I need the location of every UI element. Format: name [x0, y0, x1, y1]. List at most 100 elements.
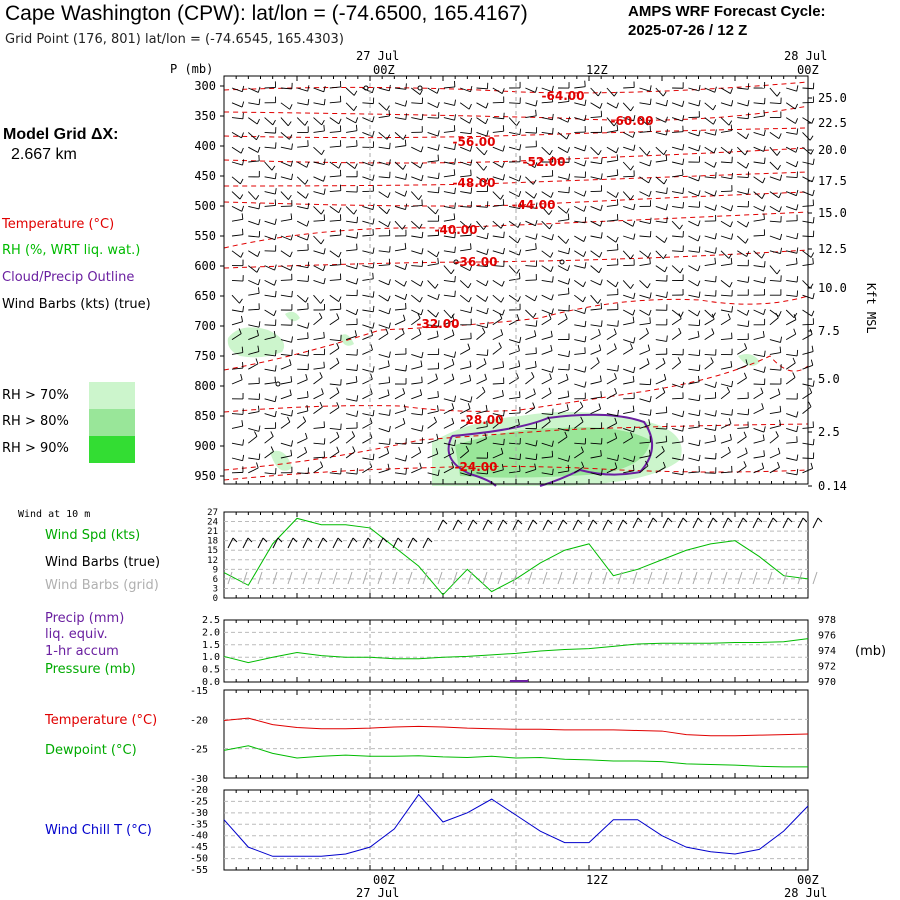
surface-wind-barb: [412, 537, 418, 543]
wind-barb-flag: [583, 205, 587, 212]
wind-barb-flag: [632, 464, 635, 471]
wind-barb: [443, 218, 455, 222]
wind-barb: [590, 176, 602, 180]
wind-barb: [574, 235, 585, 242]
wind-barb-flag: [372, 130, 375, 137]
wind-barb: [753, 279, 765, 284]
rh80-swatch: [89, 409, 135, 436]
precip-tick-label: 2.5: [202, 615, 220, 626]
wind-barb-flag: [534, 360, 537, 368]
wind-barb-flag: [435, 373, 438, 380]
wind-barb: [639, 146, 648, 156]
pressure-tick-label: 600: [194, 259, 216, 273]
wind-barb-flag: [747, 188, 750, 195]
wind-barb: [720, 338, 732, 341]
wind-barb-flag: [761, 403, 764, 409]
wind-barb: [280, 132, 290, 140]
wind-barb: [476, 117, 486, 125]
wind-barb: [639, 465, 649, 474]
wind-barb-flag: [338, 118, 342, 125]
surface-wind-barb: [652, 517, 658, 523]
wind-barb: [704, 205, 716, 211]
bottom-date-left: 27 Jul: [356, 886, 400, 900]
wind-barb: [460, 338, 472, 341]
wind-barb: [737, 348, 747, 355]
wind-barb-flag: [320, 461, 324, 467]
wind-barb-flag: [796, 349, 799, 356]
wind-barb: [329, 318, 340, 326]
wind-barb: [492, 161, 503, 168]
wind-barb-flag: [648, 190, 652, 197]
wind-barb-flag: [307, 391, 309, 398]
kft-tick-label: 10.0: [818, 281, 847, 295]
wind-barb-flag: [649, 160, 652, 167]
surface-wind-barb: [587, 519, 594, 531]
wind-barb: [769, 161, 779, 171]
wind-barb-flag: [662, 387, 666, 393]
wind-barb: [378, 413, 390, 416]
wind-barb: [264, 146, 276, 149]
wind-barb-flag: [323, 188, 326, 195]
wind-barb: [639, 363, 650, 370]
wind-barb: [786, 427, 797, 433]
grid-wind-barb: [302, 571, 308, 585]
wind-barb-flag: [599, 220, 603, 227]
wind-barb: [785, 362, 796, 370]
wind-barb-flag: [421, 376, 423, 383]
wind-barb-flag: [747, 276, 750, 283]
wind-barb-flag: [598, 403, 602, 410]
wind-barb-flag: [599, 102, 603, 109]
wind-barb-flag: [404, 190, 408, 197]
wind-barb-flag: [698, 409, 701, 416]
wind-barb-flag: [567, 287, 570, 294]
wind-barb: [753, 467, 764, 474]
grid-wind-barb: [707, 571, 713, 585]
wind-barb: [231, 321, 243, 326]
wind-barb: [574, 309, 585, 315]
wind-barb: [720, 250, 730, 259]
wind-barb: [443, 130, 455, 133]
wind-barb: [639, 176, 649, 184]
wind-barb: [476, 410, 488, 415]
wind-barb: [313, 250, 325, 255]
wind-barb-flag: [241, 85, 245, 92]
wind-barb: [443, 294, 455, 298]
wind-barb-flag: [599, 375, 602, 382]
wind-barb-flag: [355, 309, 359, 315]
wind-barb: [769, 368, 781, 371]
wind-barb: [688, 280, 699, 287]
wind-barb: [574, 421, 584, 429]
wind-barb-flag: [515, 372, 519, 379]
wind-barb-flag: [551, 85, 554, 92]
wind-barb: [525, 102, 537, 107]
wind-barb: [704, 131, 716, 136]
wind-barb: [443, 250, 455, 254]
wind-barb: [786, 205, 797, 211]
wind-barb: [443, 117, 455, 121]
wind-barb: [297, 308, 309, 311]
wind-barb: [688, 324, 700, 327]
wind-barb-flag: [437, 405, 439, 412]
wind-barb: [590, 294, 599, 304]
wind-barb: [557, 100, 569, 104]
wind-barb: [704, 353, 716, 356]
wind-barb-flag: [274, 365, 277, 372]
wind-barb: [329, 427, 341, 431]
wind-barb-flag: [485, 102, 489, 109]
wind-barb-flag: [615, 281, 619, 288]
wind-barb-flag: [582, 281, 586, 287]
wind-barb: [720, 102, 732, 107]
wind-barb-flag: [728, 120, 733, 126]
wind-barb: [574, 102, 586, 107]
grid-wind-barb: [347, 571, 353, 585]
wind-tick-label: 24: [207, 518, 218, 528]
wind-barb-flag: [421, 113, 424, 120]
wind-barb-flag: [762, 177, 766, 184]
wind-barb-flag: [242, 159, 245, 166]
wind-barb-flag: [698, 145, 701, 152]
surface-wind-barb: [767, 517, 774, 529]
wind-barb-flag: [580, 446, 584, 453]
wind-barb-flag: [746, 309, 750, 316]
wind-barb: [509, 205, 520, 209]
wind-barb: [427, 280, 436, 289]
